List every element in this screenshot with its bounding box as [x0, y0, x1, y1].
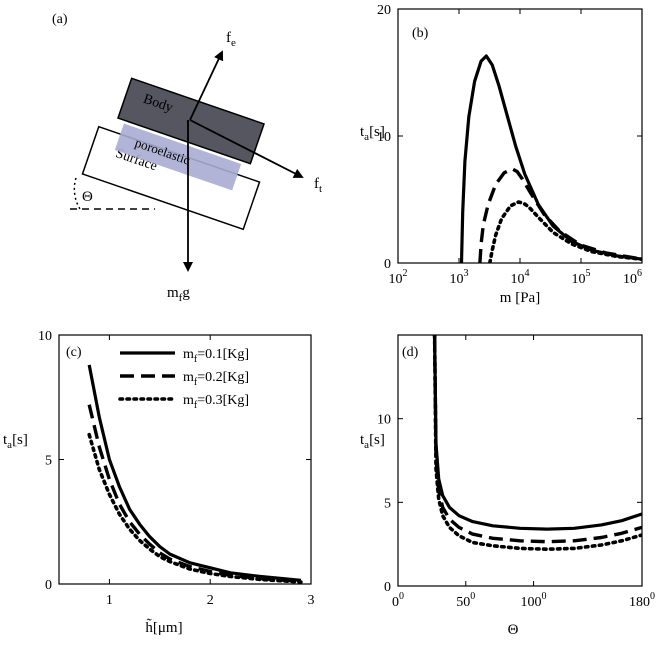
panel-c-label: (c): [66, 345, 82, 360]
poroelastic-rect: [114, 123, 242, 191]
weight-label: mfg: [167, 285, 190, 304]
panel-c-ylabel: ta[s]: [3, 432, 28, 451]
panel-c-series-solid-line: [87, 364, 302, 582]
panel-c-legend-entry: mf=0.3[Kg]: [183, 393, 249, 411]
panel-c-xtick-label: 3: [308, 593, 315, 608]
panel-d-series-dash-line: [432, 335, 642, 544]
panel-b-xtick-label: 103: [450, 268, 469, 287]
panel-b-ylabel: ta[s]: [360, 124, 385, 143]
panel-b-ytick-label: 20: [377, 3, 391, 18]
panel-c-chart: (c) 0 5 10 1 2 3 ta[s] h̃[μm] mf=0.1[Kg] mf=0.2[Kg…: [3, 329, 315, 636]
panel-b-ytick-label: 0: [384, 257, 391, 272]
panel-d-ytick-label: 10: [377, 413, 391, 428]
panel-c-legend-entry: mf=0.1[Kg]: [183, 347, 249, 365]
panel-c-xtick-label: 2: [207, 593, 214, 608]
panel-c-ytick-label: 0: [45, 578, 52, 593]
panel-b-series-dot-line: [487, 200, 642, 263]
panel-b-chart: (b) 0 10 20 102 103 104 105 106 ta[s] m [Pa]: [360, 3, 643, 306]
panel-d-xlabel: Θ: [508, 622, 519, 638]
panel-d-series-dot-line: [432, 335, 642, 552]
panel-d-series-solid-line: [433, 335, 642, 531]
panel-b-xtick-label: 102: [389, 268, 408, 287]
panel-d-ylabel: ta[s]: [360, 432, 385, 451]
panel-b-xlabel: m [Pa]: [500, 290, 540, 306]
force-e-arrow: [189, 50, 224, 121]
force-t-arrow: [189, 119, 304, 178]
force-t-label: ft: [314, 176, 322, 195]
panel-b-series-dash-line: [478, 167, 642, 263]
panel-c-legend-entry: mf=0.2[Kg]: [183, 370, 249, 388]
angle-theta-label: Θ: [82, 189, 93, 205]
panel-d-label: (d): [402, 345, 419, 360]
panel-b-xtick-label: 105: [572, 268, 591, 287]
angle-arc: [73, 177, 81, 210]
panel-d-xtick-label: 500: [456, 591, 475, 610]
panel-b-xtick-label: 106: [623, 268, 642, 287]
panel-c-xlabel: h̃[μm]: [145, 618, 182, 636]
panel-c-series-dash-line: [87, 404, 302, 584]
panel-b-label: (b): [412, 26, 429, 41]
panel-d-ytick-label: 5: [384, 496, 391, 511]
panel-c-xtick-label: 1: [106, 593, 113, 608]
panel-b-ytick-label: 10: [377, 130, 391, 145]
panel-c-series-dot-line: [87, 432, 303, 584]
panel-d-xtick-label: 1000: [521, 591, 547, 610]
panel-b-xtick-label: 104: [511, 268, 530, 287]
panel-a-schematic: (a) Θ Surface poroelastic Body fe ft mfg: [52, 12, 322, 304]
force-e-label: fe: [226, 30, 236, 49]
panel-d-xtick-label: 1800: [629, 591, 655, 610]
panel-c-ytick-label: 5: [45, 454, 52, 469]
panel-d-xtick-label: 00: [392, 591, 404, 610]
panel-c-ytick-label: 10: [38, 329, 52, 344]
panel-d-ytick-label: 0: [384, 580, 391, 595]
panel-d-frame: [397, 334, 643, 587]
panel-a-label: (a): [52, 12, 68, 27]
panel-b-frame: [397, 8, 643, 264]
